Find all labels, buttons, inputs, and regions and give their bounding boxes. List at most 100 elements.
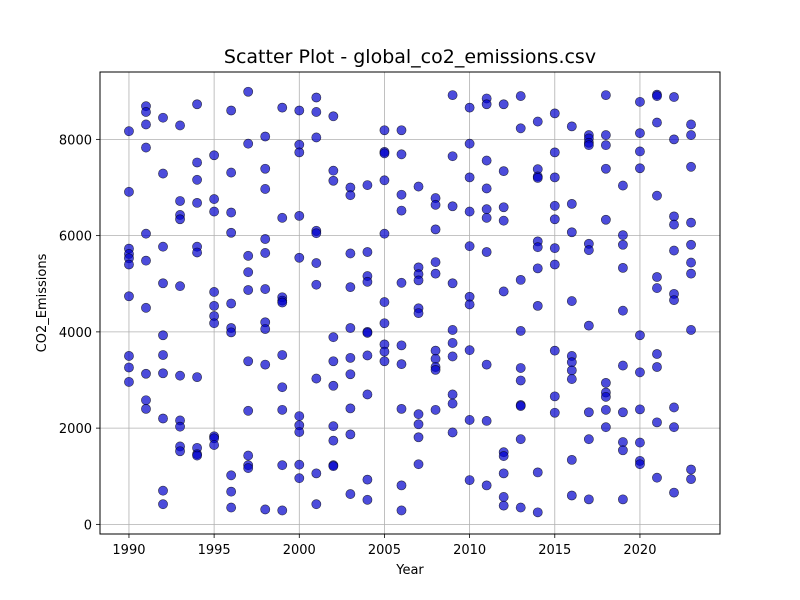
data-point	[583, 434, 594, 445]
data-point	[226, 502, 237, 513]
data-point	[669, 92, 679, 102]
data-point	[328, 332, 339, 343]
data-point	[618, 494, 628, 505]
data-point	[277, 404, 288, 415]
data-point	[566, 198, 577, 209]
data-point	[481, 416, 492, 426]
data-point	[226, 486, 237, 497]
data-point	[635, 437, 645, 448]
data-point	[345, 352, 356, 363]
data-point	[311, 92, 322, 103]
data-point	[618, 437, 628, 447]
data-point	[618, 305, 628, 316]
data-point	[669, 487, 679, 498]
data-point	[226, 327, 237, 338]
data-point	[515, 363, 526, 373]
data-point	[583, 320, 594, 331]
data-point	[209, 440, 220, 450]
data-point	[175, 421, 185, 432]
data-point	[669, 219, 679, 230]
data-point	[260, 234, 271, 244]
data-point	[277, 350, 288, 360]
data-point	[549, 391, 560, 402]
data-point	[226, 298, 237, 309]
data-point	[532, 300, 543, 311]
data-point	[396, 359, 407, 370]
data-point	[566, 365, 577, 376]
data-point	[669, 245, 679, 256]
data-point	[175, 281, 185, 292]
data-point	[362, 494, 373, 505]
data-point	[481, 99, 492, 110]
data-point	[260, 163, 271, 174]
data-point	[686, 130, 696, 140]
x-tick-label: 2000	[283, 543, 316, 558]
data-point	[277, 460, 288, 471]
data-point	[566, 121, 577, 132]
data-point	[141, 107, 151, 117]
data-point	[600, 90, 611, 100]
data-point	[379, 346, 390, 357]
data-point	[226, 105, 237, 116]
data-point	[396, 480, 407, 491]
data-point	[618, 239, 628, 250]
data-point	[652, 349, 662, 359]
data-point	[583, 245, 594, 255]
data-point	[447, 427, 458, 438]
data-point	[158, 413, 168, 424]
data-point	[413, 419, 424, 430]
data-point	[141, 228, 151, 239]
data-point	[260, 131, 271, 142]
data-point	[192, 99, 202, 110]
data-point	[583, 140, 594, 151]
data-point	[481, 183, 492, 194]
data-point	[277, 102, 288, 113]
data-point	[464, 241, 475, 252]
data-point	[532, 116, 543, 127]
data-point	[652, 91, 662, 101]
data-point	[328, 461, 339, 472]
data-point	[652, 272, 662, 282]
data-point	[686, 268, 696, 279]
data-point	[498, 468, 509, 479]
data-point	[124, 291, 134, 302]
data-point	[447, 201, 458, 212]
data-point	[277, 297, 288, 308]
data-point	[328, 165, 339, 176]
data-point	[124, 377, 134, 387]
data-point	[549, 200, 560, 211]
data-point	[175, 446, 185, 457]
data-point	[294, 252, 305, 263]
data-point	[549, 214, 560, 225]
x-tick-label: 2015	[538, 543, 571, 558]
data-point	[413, 409, 424, 420]
data-point	[464, 299, 475, 310]
data-point	[686, 161, 696, 172]
data-point	[294, 459, 305, 470]
data-point	[635, 146, 645, 157]
data-point	[464, 138, 475, 149]
data-point	[686, 239, 696, 250]
data-point	[635, 330, 645, 341]
data-point	[481, 480, 492, 491]
data-point	[379, 148, 390, 159]
data-point	[669, 295, 679, 306]
data-point	[362, 474, 373, 485]
y-tick-label: 2000	[59, 422, 92, 437]
data-point	[311, 499, 322, 510]
data-point	[294, 411, 305, 421]
data-point	[396, 149, 407, 160]
data-point	[464, 415, 475, 425]
data-point	[209, 300, 220, 311]
data-point	[328, 421, 339, 432]
data-point	[635, 459, 645, 470]
data-point	[362, 389, 373, 400]
data-point	[243, 267, 254, 278]
data-point	[686, 464, 696, 475]
data-point	[413, 459, 424, 470]
data-point	[498, 99, 509, 110]
data-point	[481, 204, 492, 215]
data-point	[600, 140, 611, 151]
data-point	[124, 259, 134, 270]
data-point	[498, 215, 509, 226]
